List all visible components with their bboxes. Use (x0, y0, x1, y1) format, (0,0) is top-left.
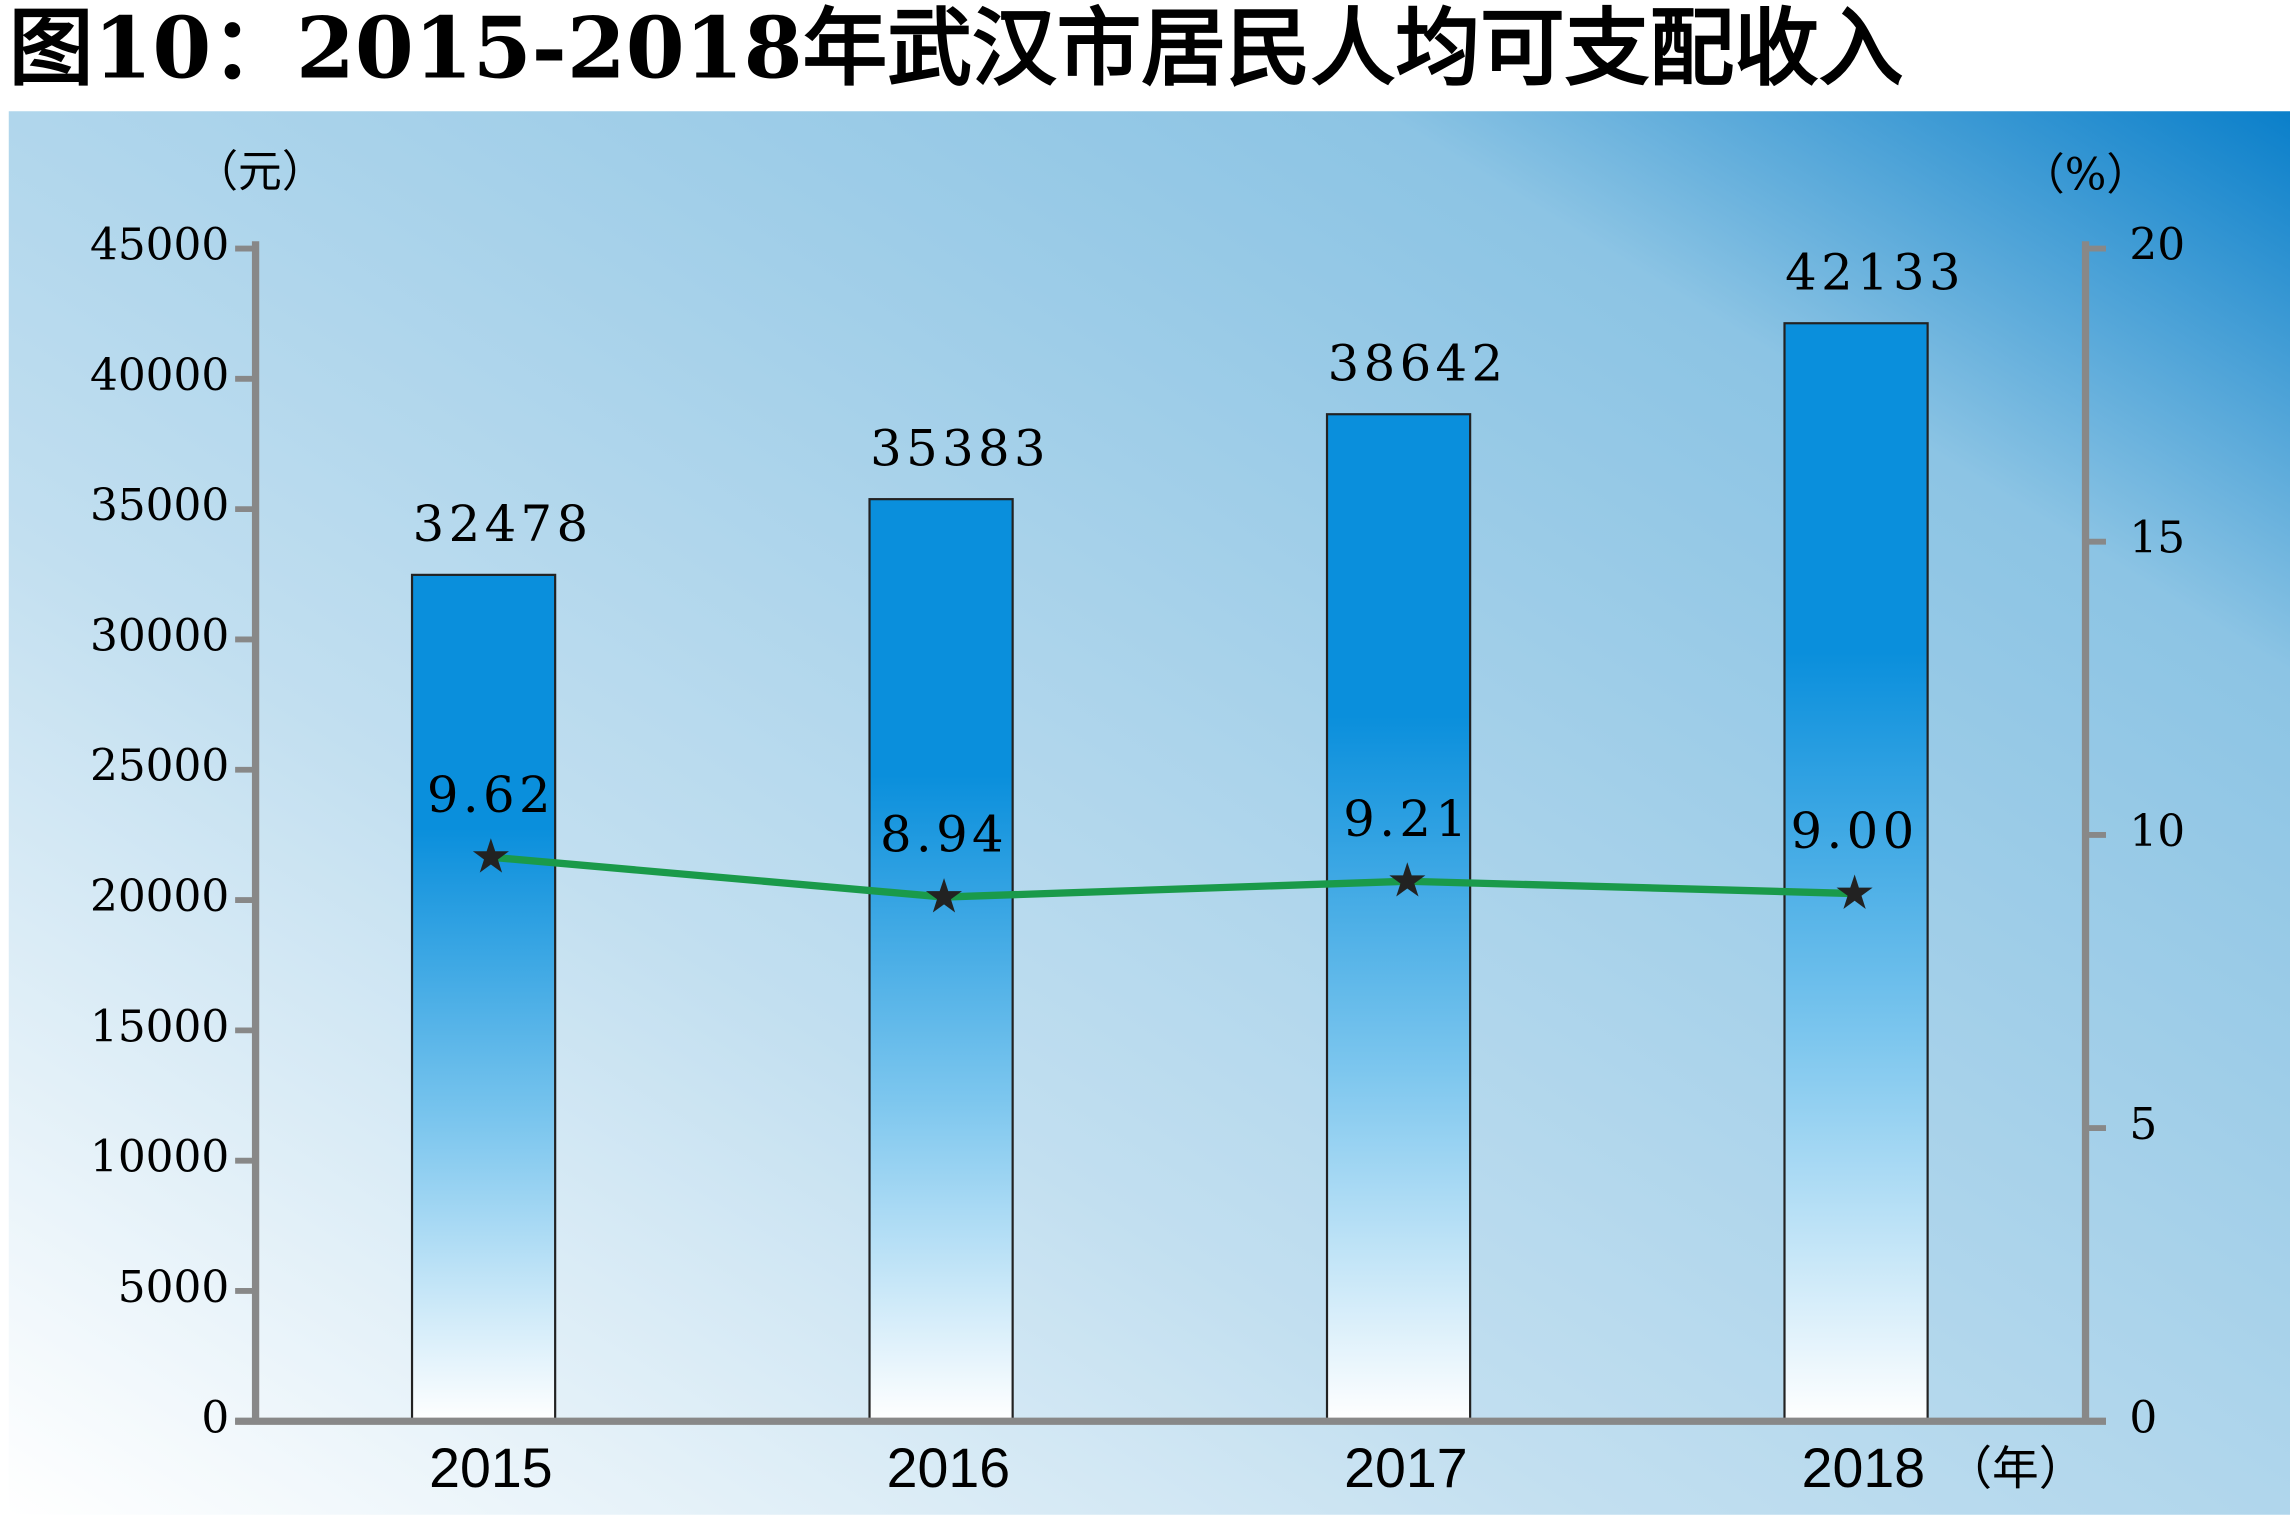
line-value-label: 9.62 (427, 766, 555, 824)
line-marker (472, 838, 509, 873)
x-tick-label: 2016 (887, 1437, 1010, 1499)
line-marker (925, 878, 963, 913)
bar-value-label: 42133 (1785, 244, 1965, 302)
x-axis-label: （年） (1945, 1442, 2085, 1496)
y-tick-label: 35000 (90, 480, 229, 531)
bar-value-label: 35383 (870, 419, 1050, 477)
line-marker (1836, 874, 1873, 909)
line-value-label: 9.00 (1791, 802, 1919, 860)
y-tick-label: 10000 (90, 1132, 229, 1183)
y-tick-label: 15000 (90, 1001, 229, 1052)
y-tick-label: 30000 (90, 610, 229, 661)
y-tick-label: 20000 (90, 871, 229, 922)
bar (1783, 322, 1929, 1423)
x-tick-label: 2015 (429, 1437, 552, 1499)
x-tick-label: 2017 (1344, 1437, 1467, 1499)
chart-title: 图10：2015-2018年武汉市居民人均可支配收入 (9, 0, 1904, 98)
bar-value-label: 32478 (413, 495, 593, 553)
bar-value-label: 38642 (1328, 334, 1508, 392)
bar (1325, 413, 1472, 1423)
y2-tick-label: 5 (2129, 1099, 2157, 1150)
line-marker (1389, 862, 1426, 897)
y2-axis-label: （%） (2021, 149, 2150, 200)
y-tick-label: 45000 (90, 220, 229, 271)
bar (868, 498, 1014, 1423)
y2-tick-label: 15 (2129, 513, 2185, 564)
y2-tick-label: 0 (2129, 1392, 2157, 1443)
line-value-label: 9.21 (1343, 790, 1471, 848)
line-value-label: 8.94 (880, 806, 1008, 864)
y-tick-label: 5000 (118, 1262, 229, 1313)
x-tick-label: 2018 (1802, 1437, 1925, 1499)
y2-tick-label: 10 (2129, 806, 2185, 857)
line (490, 853, 1855, 901)
y-axis-label: （元） (194, 147, 325, 198)
y-tick-label: 40000 (90, 350, 229, 401)
y2-tick-label: 20 (2129, 220, 2185, 271)
plot-background (8, 111, 2290, 1515)
y-tick-label: 0 (201, 1392, 229, 1443)
bar (410, 573, 557, 1423)
y-tick-label: 25000 (90, 741, 229, 792)
